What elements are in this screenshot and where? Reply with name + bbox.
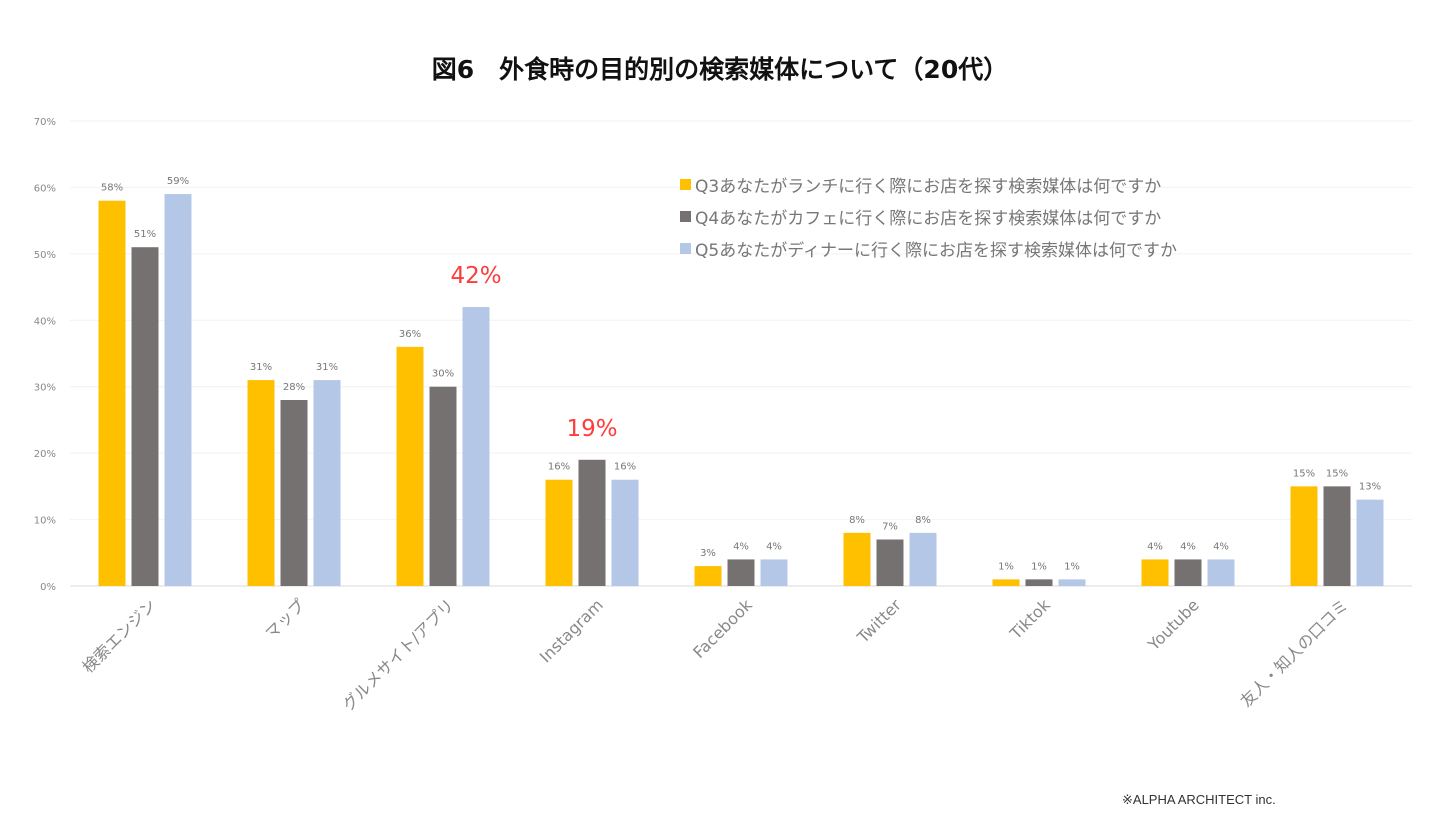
data-label: 51%	[134, 229, 156, 240]
bar	[1356, 499, 1384, 586]
data-label: 4%	[766, 541, 782, 552]
legend-label: Q3あなたがランチに行く際にお店を探す検索媒体は何ですか	[695, 176, 1162, 197]
data-label: 7%	[882, 522, 898, 533]
bar	[247, 380, 275, 586]
credit-text: ※ALPHA ARCHITECT inc.	[1122, 792, 1276, 807]
data-label: 1%	[998, 561, 1014, 572]
y-tick-label: 30%	[34, 383, 56, 394]
y-tick-label: 70%	[34, 117, 56, 128]
bar	[578, 459, 606, 586]
data-label: 15%	[1293, 468, 1315, 479]
bar	[131, 247, 159, 586]
y-tick-label: 0%	[40, 582, 56, 593]
x-tick-label: Facebook	[689, 595, 756, 662]
bar	[760, 559, 788, 586]
data-label: 1%	[1064, 561, 1080, 572]
legend-swatch	[680, 242, 691, 254]
x-tick-label: 検索エンジン	[79, 595, 160, 676]
legend: Q3あなたがランチに行く際にお店を探す検索媒体は何ですか Q4あなたがカフェに行…	[680, 168, 1177, 264]
bar	[909, 532, 937, 586]
data-label: 13%	[1359, 482, 1381, 493]
bar	[611, 479, 639, 586]
data-label: 4%	[733, 541, 749, 552]
data-label: 28%	[283, 382, 305, 393]
x-tick-label: Instagram	[536, 595, 607, 666]
bar	[727, 559, 755, 586]
data-label: 4%	[1180, 541, 1196, 552]
data-label: 15%	[1326, 468, 1348, 479]
y-tick-label: 40%	[34, 316, 56, 327]
bar	[164, 194, 192, 587]
y-tick-label: 20%	[34, 449, 56, 460]
bar	[843, 532, 871, 586]
highlight-annotation: 19%	[566, 416, 617, 442]
bar	[462, 307, 490, 586]
y-tick-label: 60%	[34, 183, 56, 194]
data-label: 3%	[700, 548, 716, 559]
bar	[1025, 579, 1053, 586]
data-label: 31%	[250, 362, 272, 373]
legend-label: Q4あなたがカフェに行く際にお店を探す検索媒体は何ですか	[695, 208, 1162, 229]
x-tick-label: 友人・知人の口コミ	[1237, 595, 1352, 710]
bar	[313, 380, 341, 586]
data-label: 8%	[915, 515, 931, 526]
bar	[694, 566, 722, 586]
bar	[992, 579, 1020, 586]
legend-item-q3: Q3あなたがランチに行く際にお店を探す検索媒体は何ですか	[680, 168, 1177, 200]
bar	[1174, 559, 1202, 586]
bar	[1323, 486, 1351, 586]
data-label: 8%	[849, 515, 865, 526]
bar	[280, 400, 308, 586]
data-label: 16%	[614, 462, 636, 473]
bar	[545, 479, 573, 586]
data-label: 58%	[101, 183, 123, 194]
data-label: 59%	[167, 176, 189, 187]
data-label: 4%	[1213, 541, 1229, 552]
bar	[429, 386, 457, 586]
x-tick-label: マップ	[261, 595, 308, 642]
bar	[1058, 579, 1086, 586]
chart-title: 図6 外食時の目的別の検索媒体について（20代）	[431, 55, 1009, 84]
legend-swatch	[680, 178, 691, 190]
highlight-annotation: 42%	[450, 263, 501, 289]
legend-item-q5: Q5あなたがディナーに行く際にお店を探す検索媒体は何ですか	[680, 232, 1177, 264]
y-tick-label: 10%	[34, 516, 56, 527]
x-tick-label: Twitter	[853, 595, 905, 647]
y-tick-label: 50%	[34, 250, 56, 261]
data-label: 16%	[548, 462, 570, 473]
bar	[1141, 559, 1169, 586]
bar	[1290, 486, 1318, 586]
legend-label: Q5あなたがディナーに行く際にお店を探す検索媒体は何ですか	[695, 240, 1178, 261]
bar	[396, 346, 424, 586]
x-tick-label: Tiktok	[1006, 595, 1055, 644]
data-label: 30%	[432, 369, 454, 380]
x-tick-label: グルメサイト/アプリ	[339, 595, 458, 714]
bar	[876, 539, 904, 586]
data-label: 4%	[1147, 541, 1163, 552]
x-tick-label: Youtube	[1143, 595, 1202, 654]
data-label: 36%	[399, 329, 421, 340]
data-label: 31%	[316, 362, 338, 373]
legend-item-q4: Q4あなたがカフェに行く際にお店を探す検索媒体は何ですか	[680, 200, 1177, 232]
legend-swatch	[680, 210, 691, 222]
bar	[98, 200, 126, 586]
data-label: 1%	[1031, 561, 1047, 572]
bar	[1207, 559, 1235, 586]
